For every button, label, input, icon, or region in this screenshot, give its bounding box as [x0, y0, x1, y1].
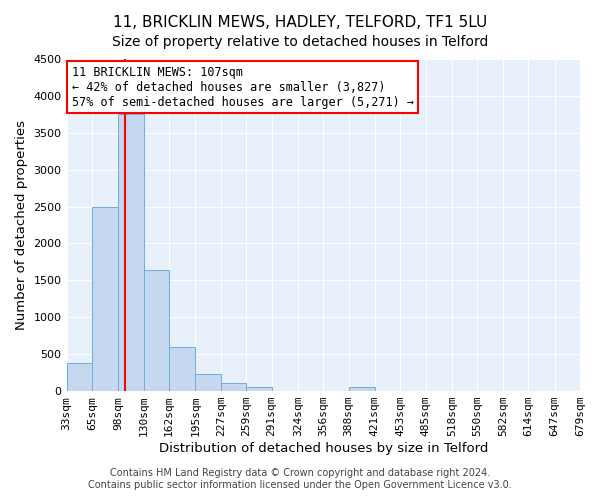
Text: Contains HM Land Registry data © Crown copyright and database right 2024.
Contai: Contains HM Land Registry data © Crown c… [88, 468, 512, 490]
X-axis label: Distribution of detached houses by size in Telford: Distribution of detached houses by size … [158, 442, 488, 455]
Bar [196, 374, 221, 391]
Text: 11, BRICKLIN MEWS, HADLEY, TELFORD, TF1 5LU: 11, BRICKLIN MEWS, HADLEY, TELFORD, TF1 … [113, 15, 487, 30]
Bar [143, 270, 169, 391]
Bar [246, 387, 272, 391]
Bar [169, 347, 196, 391]
Text: Size of property relative to detached houses in Telford: Size of property relative to detached ho… [112, 35, 488, 49]
Text: 11 BRICKLIN MEWS: 107sqm
← 42% of detached houses are smaller (3,827)
57% of sem: 11 BRICKLIN MEWS: 107sqm ← 42% of detach… [71, 66, 413, 108]
Bar [67, 364, 92, 391]
Bar [221, 383, 246, 391]
Bar [118, 114, 143, 391]
Bar [92, 206, 118, 391]
Bar [349, 388, 375, 391]
Y-axis label: Number of detached properties: Number of detached properties [15, 120, 28, 330]
